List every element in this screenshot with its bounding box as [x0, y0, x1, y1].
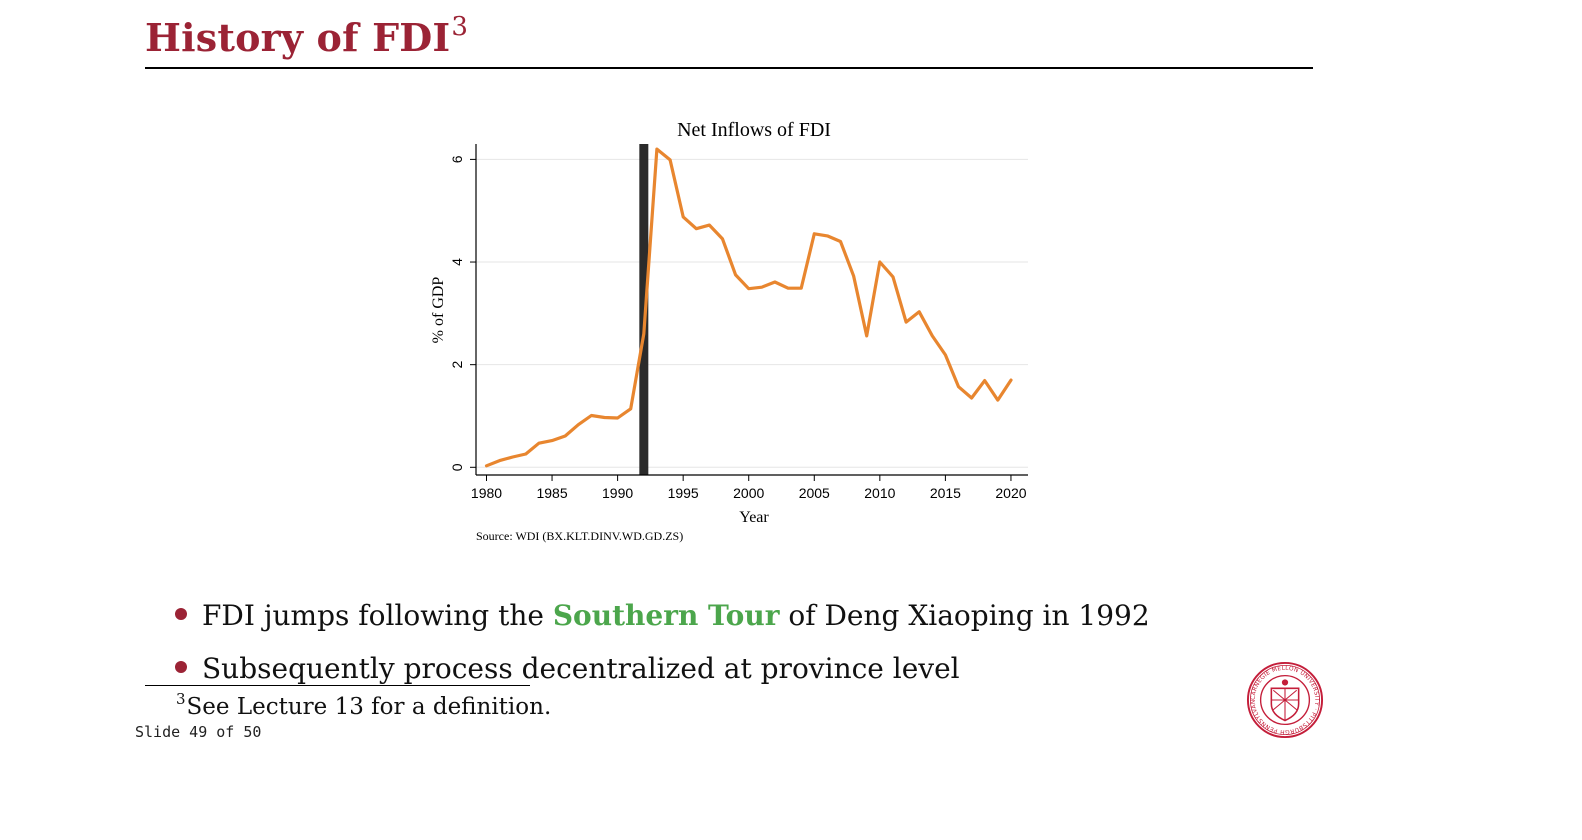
- bullet-item: Subsequently process decentralized at pr…: [172, 649, 1150, 702]
- slide-counter: Slide 49 of 50: [135, 723, 262, 741]
- x-tick-label: 1980: [471, 485, 502, 501]
- title-rule: [145, 67, 1313, 69]
- x-tick-label: 2020: [995, 485, 1026, 501]
- x-tick-label: 2000: [733, 485, 764, 501]
- bullet-text-before: Subsequently process decentralized at pr…: [202, 652, 960, 685]
- carnegie-mellon-seal-icon: CARNEGIE MELLON UNIVERSITY · PITTSBURGH …: [1246, 661, 1324, 739]
- bullet-list: FDI jumps following the Southern Tour of…: [172, 596, 1150, 702]
- bullet-dot: [175, 661, 187, 673]
- slide-title-text: History of FDI: [145, 15, 451, 60]
- x-tick-label: 2010: [864, 485, 895, 501]
- bullet-item: FDI jumps following the Southern Tour of…: [172, 596, 1150, 649]
- footnote: 3See Lecture 13 for a definition.: [176, 690, 551, 720]
- bullet-text-after: of Deng Xiaoping in 1992: [779, 599, 1150, 632]
- y-tick-label: 0: [449, 463, 465, 471]
- y-tick-label: 6: [449, 155, 465, 163]
- footnote-text: See Lecture 13 for a definition.: [186, 694, 552, 720]
- x-tick-label: 1985: [536, 485, 567, 501]
- x-tick-label: 2015: [930, 485, 961, 501]
- fdi-line-chart: Net Inflows of FDI 1980 1985 1990 1995 2000 2…: [430, 119, 1028, 543]
- footnote-mark: 3: [176, 690, 186, 708]
- y-tick-label: 2: [449, 361, 465, 369]
- x-tick-label: 2005: [799, 485, 830, 501]
- y-axis-ticks: 0 2 4 6: [449, 155, 476, 471]
- x-axis-label: Year: [739, 509, 769, 526]
- fdi-series-line: [484, 147, 1013, 468]
- y-tick-label: 4: [449, 258, 465, 266]
- southern-tour-highlight: Southern Tour: [552, 599, 780, 632]
- bullet-text-before: FDI jumps following the: [202, 599, 553, 632]
- chart-title: Net Inflows of FDI: [677, 119, 831, 141]
- title-footnote-mark: 3: [451, 12, 469, 42]
- southern-tour-marker: [639, 144, 649, 475]
- bullet-dot: [175, 608, 187, 620]
- chart-source-note: Source: WDI (BX.KLT.DINV.WD.GD.ZS): [476, 529, 683, 543]
- grid-lines: [476, 158, 1028, 468]
- x-tick-label: 1990: [602, 485, 633, 501]
- x-axis-ticks: 1980 1985 1990 1995 2000 2005 2010 2015 2020: [471, 475, 1027, 501]
- slide-title: History of FDI3: [145, 12, 468, 60]
- y-axis-label: % of GDP: [430, 277, 447, 344]
- footnote-rule: [145, 685, 530, 686]
- x-tick-label: 1995: [668, 485, 699, 501]
